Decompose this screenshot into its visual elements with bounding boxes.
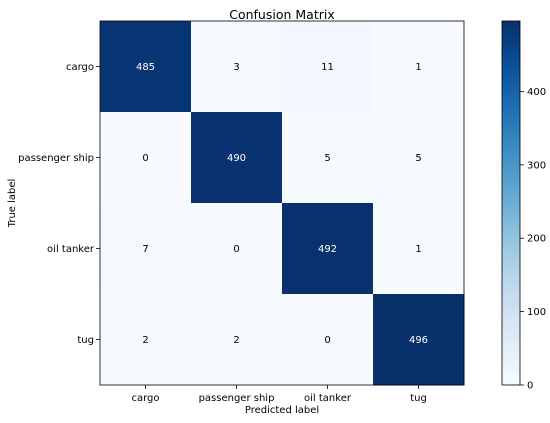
heatmap-cell [282,294,374,386]
cell-value-label: 11 [321,62,334,73]
colorbar-tick-label: 200 [527,234,546,245]
y-tick-label: tug [77,335,94,346]
x-tick-label: passenger ship [199,393,275,404]
heatmap-cell [373,294,465,386]
chart-title: Confusion Matrix [229,7,335,22]
x-axis-ticks: cargo passenger ship oil tanker tug [131,385,427,404]
heatmap-cell [191,112,283,204]
cell-value-label: 0 [324,335,330,346]
colorbar-tick-label: 100 [527,307,546,318]
y-tick-label: passenger ship [18,153,94,164]
heatmap-cell [373,112,465,204]
cell-value-label: 492 [318,244,337,255]
y-axis-label: True label [7,179,18,229]
cell-value-label: 5 [415,153,421,164]
x-tick-label: oil tanker [304,393,352,404]
y-tick-label: cargo [66,62,94,73]
heatmap-cell [191,203,283,295]
x-tick-label: tug [410,393,427,404]
heatmap-cell [191,294,283,386]
heatmap-cell [100,203,192,295]
cell-value-label: 5 [324,153,330,164]
plot-frame [99,20,465,386]
x-axis-label: Predicted label [245,405,319,416]
heatmap-cell [100,112,192,204]
heatmap-cell [282,112,374,204]
colorbar-tick-label: 300 [527,160,546,171]
heatmap-cell [282,203,374,295]
colorbar-tick-label: 400 [527,87,546,98]
cell-value-label: 1 [415,244,421,255]
heatmap-cell [100,294,192,386]
cell-value-label: 3 [233,62,239,73]
cell-value-label: 2 [142,335,148,346]
cell-value-label: 0 [233,244,239,255]
colorbar-tick-label: 0 [527,381,533,392]
cell-value-label: 485 [136,62,155,73]
cell-value-label: 7 [142,244,148,255]
cell-value-label: 490 [227,153,246,164]
heatmap-cell [373,203,465,295]
cell-value-label: 0 [142,153,148,164]
heatmap-cell [100,21,192,113]
cell-value-label: 2 [233,335,239,346]
colorbar-ticks: 0 100 200 300 400 [520,87,546,392]
heatmap-cell [282,21,374,113]
cell-value-label: 1 [415,62,421,73]
heatmap-cell [191,21,283,113]
heatmap-cell [373,21,465,113]
x-tick-label: cargo [131,393,159,404]
y-tick-label: oil tanker [47,244,95,255]
colorbar [501,20,521,386]
heatmap-cells: 485 3 11 10 490 5 57 0 492 12 2 0 496 [100,21,465,386]
cell-value-label: 496 [409,335,428,346]
y-axis-ticks: cargo passenger ship oil tanker tug [18,62,100,346]
